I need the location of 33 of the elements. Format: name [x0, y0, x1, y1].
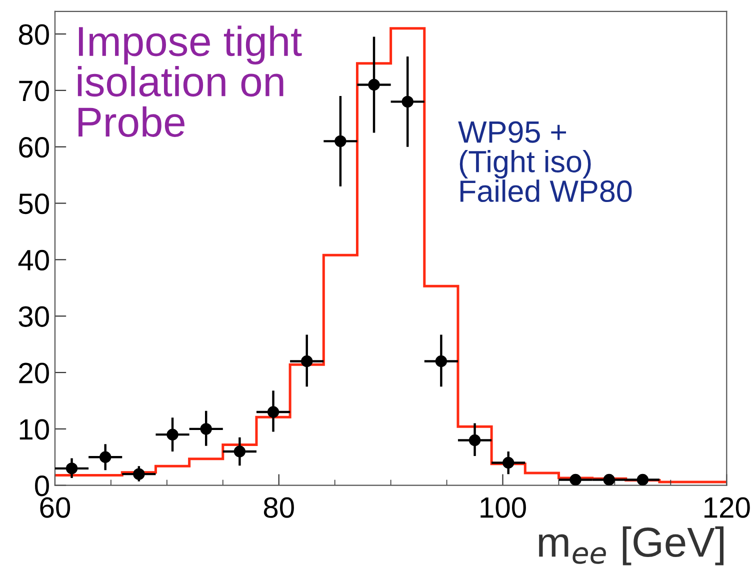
point: [66, 462, 78, 474]
point: [133, 468, 145, 480]
point: [468, 434, 481, 446]
point: [166, 428, 178, 440]
x-tick-label: 60: [40, 497, 70, 518]
point: [368, 78, 380, 91]
x-tick-label: 100: [480, 497, 526, 518]
point: [334, 135, 346, 148]
annotation: WP95 + (Tight iso) Failed WP80: [458, 121, 632, 202]
point: [100, 451, 112, 463]
y-tick-label: 0: [35, 476, 49, 496]
x-tick-label: 120: [704, 497, 750, 518]
point: [200, 423, 212, 435]
point: [234, 446, 246, 458]
y-tick-label: 30: [18, 306, 49, 327]
y-tick-label: 10: [20, 419, 49, 440]
y-tick-label: 20: [19, 362, 49, 384]
annotation: Impose tight isolation on Probe: [78, 26, 302, 137]
x-axis-title: m$_{ee}$ [GeV]: [538, 526, 724, 566]
y-tick-label: 70: [19, 80, 49, 102]
y-tick-label: 80: [18, 24, 49, 45]
point: [603, 474, 615, 486]
y-tick-label: 40: [18, 250, 49, 271]
y-tick-label: 50: [18, 193, 49, 214]
point: [402, 96, 414, 108]
point: [636, 474, 649, 486]
y-tick-label: 60: [19, 137, 49, 158]
point: [502, 456, 514, 469]
x-tick-label: 80: [264, 497, 294, 518]
point: [267, 406, 280, 418]
point: [301, 355, 313, 368]
point: [435, 355, 448, 368]
point: [570, 474, 582, 486]
